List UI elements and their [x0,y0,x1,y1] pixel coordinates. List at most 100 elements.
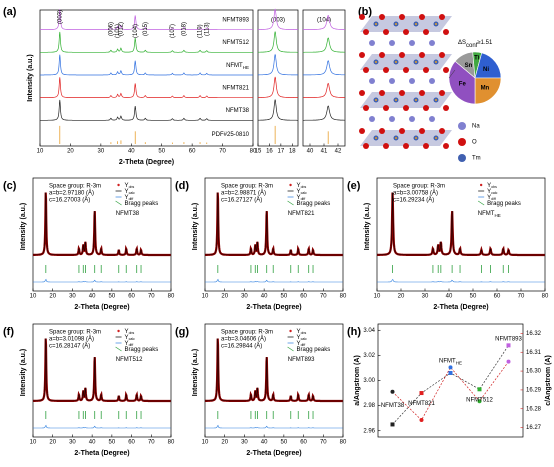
oxygen-atom [363,143,369,149]
x-tick-label: 15 [255,149,262,155]
x-tick-label: 40 [446,294,453,300]
x-tick-label: 40 [307,149,314,155]
x-tick-label: 20 [49,294,56,300]
oxygen-atom [439,128,445,134]
x-tick-label: 60 [128,294,135,300]
sample-sub: HE [243,64,249,69]
space-group: Space group: R-3m [221,330,273,336]
legend-text: Y [125,341,129,347]
x-tick-label: 10 [202,294,209,300]
sample-label: NFMT38 [381,402,405,408]
x-tick-label: 30 [241,440,248,446]
oxygen-atom [399,90,405,96]
layer-slab [360,54,452,70]
tm-atom-core [395,61,397,63]
x-tick-label: 20 [221,440,228,446]
legend-marker [115,346,122,352]
tm-atom-core [415,99,417,101]
sample-name: NFMT38 [226,108,250,114]
calc-curve [205,192,343,256]
legend-sub: diff [301,197,306,201]
legend-marker [117,329,120,333]
lattice-c: c=16.29844 (Å) [221,343,262,350]
legend-text: Y [297,195,301,201]
legend-marker [477,200,485,206]
x-tick-label: 70 [320,294,327,300]
x-tick-label: 40 [89,440,96,446]
hkl-label: (104) [133,24,139,38]
hkl-label: (113) [204,22,210,36]
a-point [419,391,424,396]
tm-atom-core [395,137,397,139]
plot-frame [32,323,172,438]
legend-text: Y [297,183,301,189]
c-point [448,365,453,370]
panel-label: (c) [3,180,17,192]
y-tick-label: 3.00 [363,378,375,384]
oxygen-atom [399,52,405,58]
lattice-a: a=b=3.04606 (Å) [221,336,266,343]
legend-text: Y [125,335,129,341]
a-point [390,422,395,427]
zoom-curve [258,30,298,53]
oxygen-atom [443,105,449,111]
sample-label: NFMT893 [495,336,522,342]
x-tick-label: 20 [398,294,405,300]
sample-label: NFMTHE [226,62,249,69]
x-tick-label: 80 [340,440,347,446]
legend-marker [479,183,483,187]
y2-tick-label: 16.29 [526,387,542,393]
x-tick-label: 10 [374,294,381,300]
tm-atom-core [435,61,437,63]
space-group: Space group: R-3m [221,184,273,190]
lattice-c: c=16.27003 (Å) [49,197,90,204]
legend-label: Ydiff [125,341,134,347]
legend-label: Bragg peaks [297,201,331,207]
x-tick-label: 42 [335,149,342,155]
legend-text: Y [125,195,129,201]
na-atom [389,40,395,46]
lattice-c: c=16.29234 (Å) [393,197,434,204]
sample-label: NFMT893 [288,357,315,363]
zoom-curve [303,14,345,30]
panel-label: (h) [347,326,361,338]
legend-label: Na [472,124,480,130]
diff-curve [205,278,343,283]
x-tick-label: 50 [158,149,165,155]
legend-label: Yobs [297,329,307,335]
oxygen-atom [363,67,369,73]
c-point [506,359,511,364]
tm-atom-core [375,99,377,101]
legend-label: Ydiff [125,195,134,201]
legend-sub: obs [129,185,135,189]
legend-sub: diff [129,197,134,201]
a-point [477,387,482,392]
oxygen-atom [379,52,385,58]
oxygen-atom [383,105,389,111]
lattice-a: a=b=3.01098 (Å) [49,336,94,343]
oxygen-atom [359,90,365,96]
legend-text: Y [297,341,301,347]
x-axis-title: 2-Theta (Degree) [246,450,301,457]
legend-label: Bragg peaks [297,347,331,353]
oxygen-atom [363,29,369,35]
y-tick-label: 2.96 [363,428,375,434]
tm-atom-core [375,61,377,63]
x-axis-title: 2-Theta (Degree) [74,450,129,457]
x-tick-label: 70 [148,440,155,446]
pattern-curve [40,31,253,53]
x-tick-label: 20 [67,149,74,155]
x-tick-label: 80 [340,294,347,300]
y-tick-label: 2.98 [363,403,375,409]
element-label: Ti [474,56,480,62]
diff-curve [33,278,171,283]
na-atom [369,40,375,46]
hkl-label: (101) [115,24,121,38]
y-axis-title: a/Angstrom (A) [354,355,361,406]
oxygen-atom [443,67,449,73]
oxygen-atom [399,128,405,134]
y-axis-title: Intensity (a.u.) [192,203,199,250]
oxygen-atom [423,67,429,73]
sample-label: NFMT821 [222,85,249,91]
panel-label: (d) [175,180,189,192]
